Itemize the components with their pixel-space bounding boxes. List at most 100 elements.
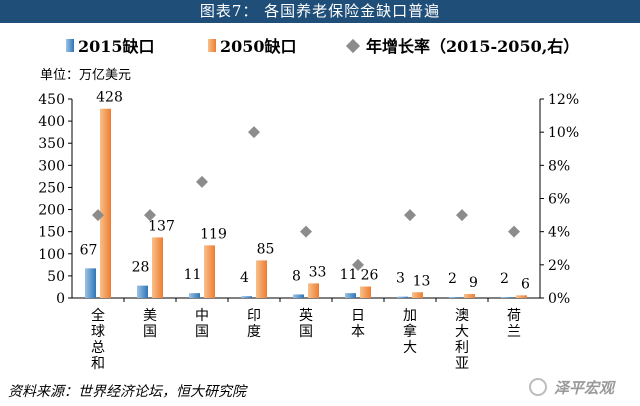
legend-label-rate: 年增长率（2015-2050,右） xyxy=(366,37,580,56)
chart-title: 图表7： 各国养老保险金缺口普遍 xyxy=(0,0,640,23)
x-tick-label-8: 兰 xyxy=(507,324,521,340)
data-label-2050-4: 33 xyxy=(309,264,327,280)
data-label-2050-1: 137 xyxy=(148,218,175,234)
rate-point-2 xyxy=(196,175,208,188)
data-label-2015-6: 3 xyxy=(396,271,405,287)
legend: 2015缺口 2050缺口 年增长率（2015-2050,右） xyxy=(56,36,636,58)
data-label-2015-7: 2 xyxy=(448,271,457,287)
bar-2015-5 xyxy=(345,293,356,298)
bar-2015-4 xyxy=(293,294,304,298)
bar-2050-6 xyxy=(412,292,423,298)
x-tick-label-2: 中 xyxy=(195,308,209,324)
bar-2015-7 xyxy=(449,297,460,298)
x-tick-label-0: 总 xyxy=(91,340,105,356)
x-tick-label-1: 国 xyxy=(143,324,157,340)
rate-point-1 xyxy=(144,209,156,222)
data-label-2050-0: 428 xyxy=(96,90,123,106)
x-tick-label-6: 拿 xyxy=(403,323,417,340)
legend-label-2015: 2015缺口 xyxy=(78,37,155,56)
x-tick-label-4: 国 xyxy=(299,324,313,340)
x-tick-label-7: 利 xyxy=(455,340,469,356)
data-label-2015-0: 67 xyxy=(80,242,98,258)
y-left-tick-label: 450 xyxy=(38,92,65,108)
rate-point-6 xyxy=(404,209,416,222)
legend-item-2050: 2050缺口 xyxy=(208,36,297,58)
y-left-tick-label: 150 xyxy=(38,225,65,241)
y-left-tick-label: 100 xyxy=(38,247,65,263)
y-right-tick-label: 8% xyxy=(548,158,570,174)
y-left-tick-label: 400 xyxy=(38,114,65,130)
x-tick-label-7: 亚 xyxy=(455,356,469,372)
watermark-text: 泽平宏观 xyxy=(554,379,615,397)
y-right-tick-label: 10% xyxy=(548,125,579,141)
data-label-2050-6: 13 xyxy=(413,273,431,289)
bar-2050-0 xyxy=(100,108,111,299)
legend-swatch-2050 xyxy=(208,39,216,52)
bar-2050-8 xyxy=(516,295,527,298)
y-right-tick-label: 0% xyxy=(548,291,570,307)
bar-2050-7 xyxy=(464,294,475,298)
legend-item-rate: 年增长率（2015-2050,右） xyxy=(345,36,580,58)
data-label-2015-4: 8 xyxy=(292,268,301,284)
data-label-2050-3: 85 xyxy=(257,241,275,257)
y-right-tick-label: 2% xyxy=(548,258,570,274)
y-right-tick-label: 12% xyxy=(548,92,579,108)
x-tick-label-7: 澳 xyxy=(455,308,469,324)
data-label-2050-7: 9 xyxy=(469,275,478,291)
x-tick-label-4: 英 xyxy=(299,307,313,324)
rate-point-5 xyxy=(352,258,364,271)
source-note: 资料来源：世界经济论坛，恒大研究院 xyxy=(8,384,246,400)
x-tick-label-3: 度 xyxy=(247,324,261,340)
bar-2015-1 xyxy=(137,285,148,298)
x-tick-label-0: 和 xyxy=(91,356,105,372)
x-tick-label-0: 球 xyxy=(91,324,105,340)
bar-2050-3 xyxy=(256,260,267,298)
x-tick-label-6: 加 xyxy=(403,308,417,324)
x-tick-label-5: 日 xyxy=(351,308,365,324)
wechat-icon xyxy=(529,378,547,396)
y-left-tick-label: 200 xyxy=(38,203,65,219)
bar-2050-4 xyxy=(308,283,319,298)
rate-point-8 xyxy=(508,225,520,238)
y-left-tick-label: 350 xyxy=(38,136,65,152)
rate-point-0 xyxy=(92,209,104,222)
x-tick-label-0: 全 xyxy=(91,307,105,324)
data-label-2015-3: 4 xyxy=(240,270,249,286)
y-left-tick-label: 0 xyxy=(56,291,65,307)
x-tick-label-6: 大 xyxy=(403,340,417,356)
x-tick-label-5: 本 xyxy=(351,324,365,340)
data-label-2015-8: 2 xyxy=(500,271,509,287)
rate-point-7 xyxy=(456,209,468,222)
x-tick-label-3: 印 xyxy=(247,308,261,324)
bar-2015-6 xyxy=(397,296,408,298)
legend-item-2015: 2015缺口 xyxy=(66,36,155,58)
y-right-tick-label: 6% xyxy=(548,192,570,208)
bar-2050-1 xyxy=(152,237,163,298)
data-label-2015-1: 28 xyxy=(132,260,150,276)
bar-2050-2 xyxy=(204,245,215,298)
data-label-2050-2: 119 xyxy=(200,226,227,242)
y-left-tick-label: 300 xyxy=(38,158,65,174)
y-right-tick-label: 4% xyxy=(548,225,570,241)
x-tick-label-2: 国 xyxy=(195,324,209,340)
bar-2050-5 xyxy=(360,286,371,298)
x-tick-label-1: 美 xyxy=(143,308,157,324)
unit-label: 单位：万亿美元 xyxy=(40,68,132,83)
legend-label-2050: 2050缺口 xyxy=(220,37,297,56)
rate-point-4 xyxy=(300,225,312,238)
rate-point-3 xyxy=(248,126,260,139)
bar-2015-8 xyxy=(501,297,512,298)
bar-2015-2 xyxy=(189,293,200,298)
data-label-2050-8: 6 xyxy=(521,276,530,292)
bar-2015-3 xyxy=(241,296,252,298)
x-tick-label-7: 大 xyxy=(455,324,469,340)
legend-swatch-2015 xyxy=(66,39,74,52)
watermark-logo: 泽平宏观 xyxy=(527,375,637,401)
data-label-2050-5: 26 xyxy=(361,268,379,284)
bar-2015-0 xyxy=(85,268,96,298)
y-left-tick-label: 50 xyxy=(47,269,65,285)
data-label-2015-2: 11 xyxy=(184,267,202,283)
y-left-tick-label: 250 xyxy=(38,180,65,196)
data-label-2015-5: 11 xyxy=(340,267,358,283)
